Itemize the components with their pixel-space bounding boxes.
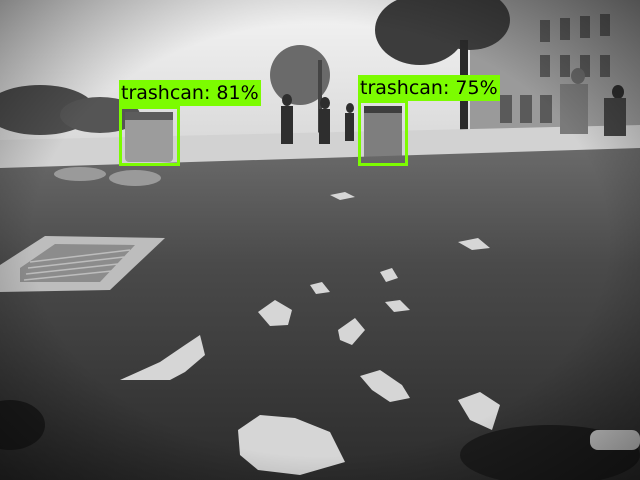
detection-label-trashcan-left: trashcan: 81%	[119, 80, 261, 106]
detection-label-trashcan-right: trashcan: 75%	[358, 75, 500, 101]
detection-box-trashcan-left	[119, 106, 180, 166]
detection-box-trashcan-right	[358, 100, 408, 166]
